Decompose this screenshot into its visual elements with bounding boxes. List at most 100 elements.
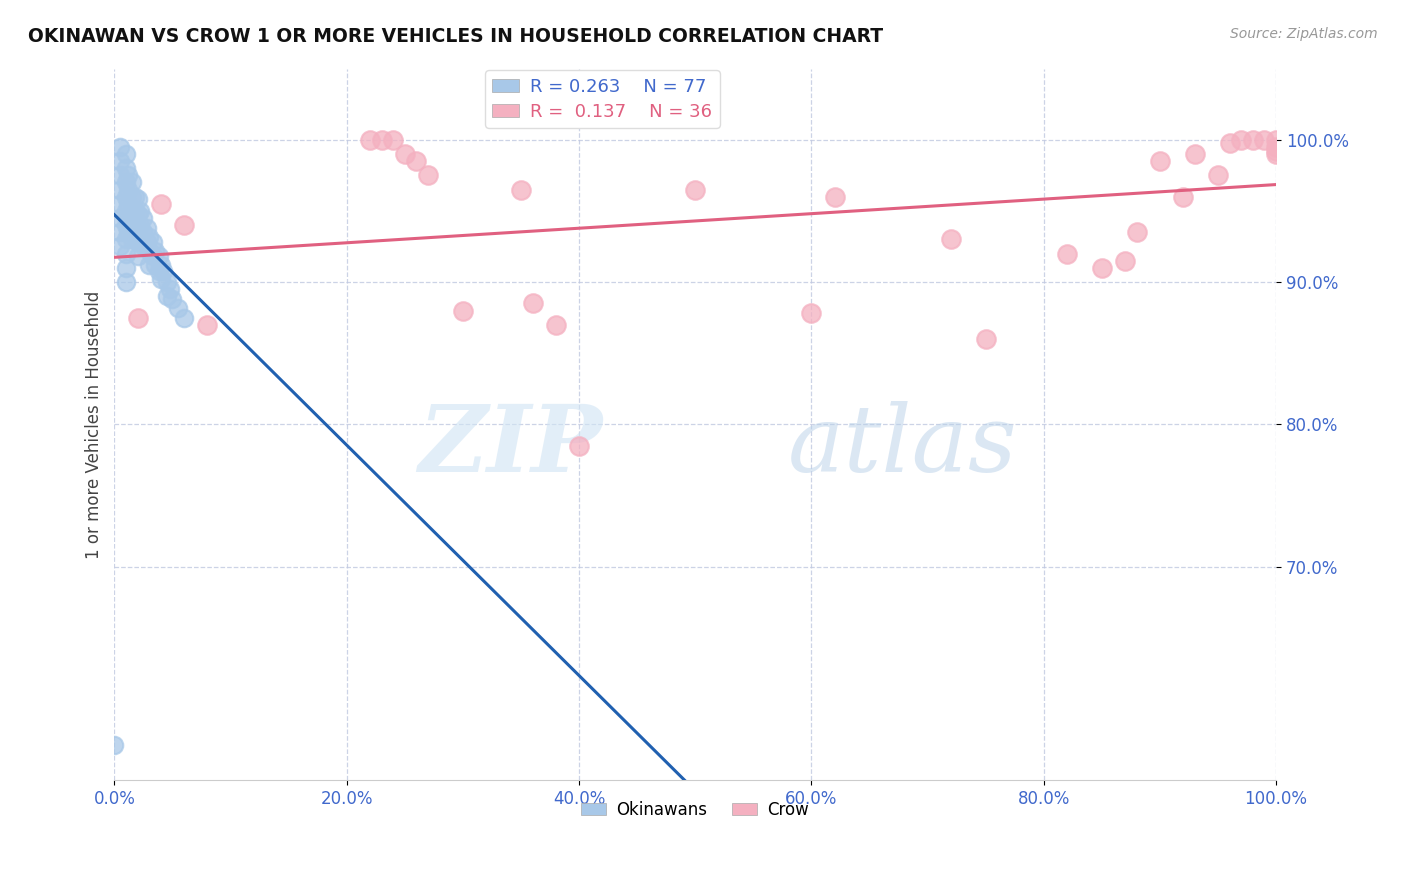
Point: [359, 133, 381, 147]
Point: [195, 318, 218, 332]
Point: [115, 232, 138, 246]
Point: [1056, 246, 1078, 260]
Point: [117, 211, 139, 225]
Point: [162, 292, 184, 306]
Point: [156, 289, 179, 303]
Point: [136, 221, 159, 235]
Point: [510, 182, 533, 196]
Point: [149, 258, 172, 272]
Point: [110, 225, 132, 239]
Point: [127, 193, 149, 207]
Point: [132, 211, 155, 225]
Point: [121, 203, 143, 218]
Point: [1265, 140, 1288, 154]
Text: ZIP: ZIP: [418, 401, 602, 491]
Point: [544, 318, 567, 332]
Point: [1253, 133, 1275, 147]
Point: [1219, 136, 1241, 150]
Point: [173, 218, 195, 232]
Point: [110, 169, 132, 183]
Point: [127, 235, 149, 250]
Point: [127, 221, 149, 235]
Point: [110, 239, 132, 253]
Point: [115, 275, 138, 289]
Point: [1091, 260, 1114, 275]
Point: [127, 207, 149, 221]
Point: [152, 263, 174, 277]
Point: [129, 232, 152, 246]
Point: [115, 218, 138, 232]
Point: [1265, 144, 1288, 158]
Point: [167, 301, 190, 315]
Point: [148, 249, 170, 263]
Point: [110, 154, 132, 169]
Point: [115, 246, 138, 260]
Point: [124, 189, 146, 203]
Point: [110, 140, 132, 154]
Point: [824, 189, 846, 203]
Point: [148, 263, 170, 277]
Point: [939, 232, 962, 246]
Point: [800, 306, 823, 320]
Point: [416, 169, 439, 183]
Point: [117, 225, 139, 239]
Point: [143, 258, 166, 272]
Text: atlas: atlas: [789, 401, 1018, 491]
Text: Source: ZipAtlas.com: Source: ZipAtlas.com: [1230, 27, 1378, 41]
Point: [136, 235, 159, 250]
Point: [132, 239, 155, 253]
Point: [124, 218, 146, 232]
Point: [115, 147, 138, 161]
Text: OKINAWAN VS CROW 1 OR MORE VEHICLES IN HOUSEHOLD CORRELATION CHART: OKINAWAN VS CROW 1 OR MORE VEHICLES IN H…: [28, 27, 883, 45]
Point: [115, 189, 138, 203]
Point: [1114, 253, 1136, 268]
Point: [1184, 147, 1206, 161]
Point: [117, 182, 139, 196]
Point: [103, 738, 125, 752]
Point: [115, 175, 138, 189]
Point: [115, 203, 138, 218]
Point: [568, 439, 591, 453]
Point: [149, 196, 172, 211]
Point: [110, 182, 132, 196]
Point: [127, 249, 149, 263]
Point: [1230, 133, 1253, 147]
Point: [138, 244, 160, 258]
Point: [1149, 154, 1171, 169]
Point: [1173, 189, 1195, 203]
Point: [451, 303, 474, 318]
Point: [683, 182, 706, 196]
Legend: Okinawans, Crow: Okinawans, Crow: [575, 794, 815, 825]
Point: [1265, 133, 1288, 147]
Point: [121, 189, 143, 203]
Point: [110, 196, 132, 211]
Point: [159, 282, 181, 296]
Point: [405, 154, 427, 169]
Point: [124, 203, 146, 218]
Point: [129, 203, 152, 218]
Point: [129, 218, 152, 232]
Point: [115, 161, 138, 176]
Point: [115, 260, 138, 275]
Point: [156, 275, 179, 289]
Point: [370, 133, 392, 147]
Point: [974, 332, 997, 346]
Point: [173, 310, 195, 325]
Point: [394, 147, 416, 161]
Point: [522, 296, 544, 310]
Point: [149, 272, 172, 286]
Point: [121, 232, 143, 246]
Point: [138, 229, 160, 244]
Point: [110, 211, 132, 225]
Point: [1265, 147, 1288, 161]
Point: [138, 258, 160, 272]
Point: [1206, 169, 1229, 183]
Y-axis label: 1 or more Vehicles in Household: 1 or more Vehicles in Household: [86, 290, 103, 558]
Point: [382, 133, 405, 147]
Point: [1241, 133, 1264, 147]
Point: [117, 196, 139, 211]
Point: [142, 249, 165, 263]
Point: [132, 225, 155, 239]
Point: [121, 218, 143, 232]
Point: [127, 310, 149, 325]
